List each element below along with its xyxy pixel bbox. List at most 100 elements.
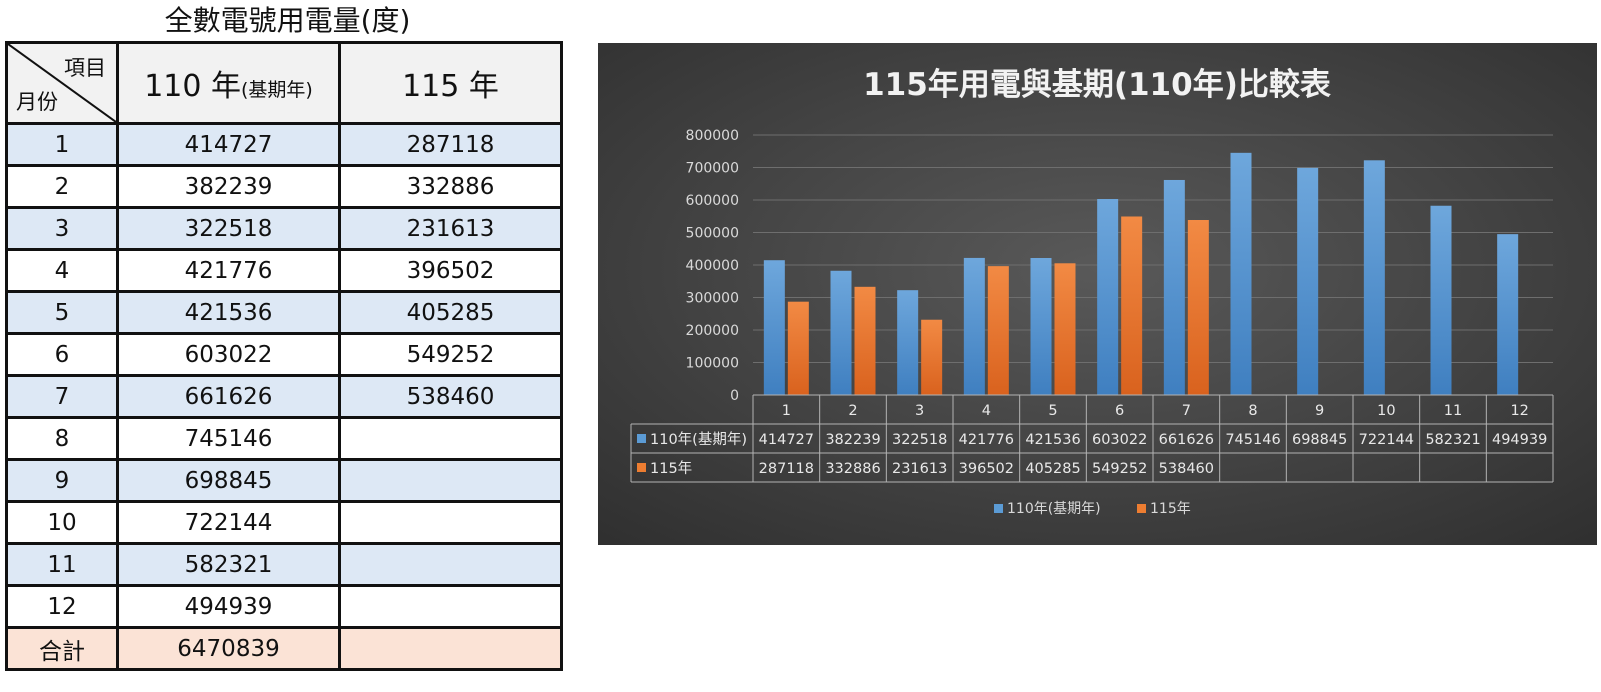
table-row: 12 494939 <box>5 584 563 629</box>
month-cell: 7 <box>5 374 119 419</box>
base-year-header: 110 年(基期年) <box>116 41 341 125</box>
table-body: 1 414727 287118 2 382239 332886 3 322518 231613 4… <box>5 122 563 671</box>
month-cell: 9 <box>5 458 119 503</box>
x-tick-label: 6 <box>1115 403 1124 419</box>
month-cell: 3 <box>5 206 119 251</box>
x-tick-label: 4 <box>982 403 991 419</box>
bar-base-year <box>1097 199 1119 395</box>
chart-title: 115年用電與基期(110年)比較表 <box>863 67 1331 103</box>
bar-base-year <box>963 257 985 395</box>
table-row: 3 322518 231613 <box>5 206 563 251</box>
series-row-label: 115年 <box>650 460 692 477</box>
x-tick-label: 9 <box>1315 403 1324 419</box>
month-cell: 11 <box>5 542 119 587</box>
x-tick-label: 2 <box>848 403 857 419</box>
y-tick-label: 500000 <box>686 226 739 242</box>
table-row: 2 382239 332886 <box>5 164 563 209</box>
table-row: 1 414727 287118 <box>5 122 563 167</box>
total-label-cell: 合計 <box>5 626 119 671</box>
y-tick-label: 200000 <box>686 323 739 339</box>
base-year-sub-label: (基期年) <box>240 79 313 101</box>
data-label: 231613 <box>892 461 947 477</box>
base-year-cell: 582321 <box>116 542 341 587</box>
base-year-cell: 698845 <box>116 458 341 503</box>
base-year-cell: 745146 <box>116 416 341 461</box>
legend: 110年(基期年) 115年 <box>994 500 1191 517</box>
table-row: 5 421536 405285 <box>5 290 563 335</box>
data-label: 549252 <box>1092 461 1147 477</box>
table-row: 4 421776 396502 <box>5 248 563 293</box>
corner-item-label: 項目 <box>64 56 106 80</box>
x-tick-label: 7 <box>1182 403 1191 419</box>
bar-base-year <box>1163 179 1185 395</box>
month-cell: 2 <box>5 164 119 209</box>
x-tick-label: 8 <box>1248 403 1257 419</box>
legend-label: 115年 <box>1150 501 1191 517</box>
diagonal-divider <box>8 44 116 122</box>
data-label: 414727 <box>759 432 814 448</box>
data-label: 332886 <box>825 461 880 477</box>
current-year-cell <box>338 542 563 587</box>
x-tick-label: 11 <box>1444 403 1462 419</box>
data-label: 661626 <box>1159 432 1214 448</box>
series-key-swatch <box>637 434 646 443</box>
base-year-cell: 661626 <box>116 374 341 419</box>
current-year-cell: 538460 <box>338 374 563 419</box>
current-year-cell: 405285 <box>338 290 563 335</box>
current-year-header: 115 年 <box>338 41 563 125</box>
data-label: 421536 <box>1025 432 1080 448</box>
current-year-cell <box>338 500 563 545</box>
bar-current-year <box>987 266 1009 395</box>
bars <box>763 152 1519 395</box>
base-year-cell: 603022 <box>116 332 341 377</box>
data-label: 421776 <box>959 432 1014 448</box>
corner-header-cell: 項目 月份 <box>5 41 119 125</box>
current-year-cell <box>338 458 563 503</box>
month-cell: 5 <box>5 290 119 335</box>
base-year-cell: 322518 <box>116 206 341 251</box>
corner-month-label: 月份 <box>16 90 58 114</box>
x-tick-label: 12 <box>1510 403 1528 419</box>
month-cell: 6 <box>5 332 119 377</box>
month-cell: 1 <box>5 122 119 167</box>
bar-base-year <box>830 270 852 395</box>
table-row: 6 603022 549252 <box>5 332 563 377</box>
y-tick-label: 400000 <box>686 258 739 274</box>
total-current-cell <box>338 626 563 671</box>
bar-current-year <box>1054 263 1076 395</box>
y-tick-label: 100000 <box>686 356 739 372</box>
bar-base-year <box>1497 234 1519 395</box>
base-year-cell: 414727 <box>116 122 341 167</box>
total-base-cell: 6470839 <box>116 626 341 671</box>
usage-table: 項目 月份 110 年(基期年) 115 年 1 414727 287118 2 382… <box>5 41 563 671</box>
data-label: 722144 <box>1359 432 1414 448</box>
current-year-cell <box>338 584 563 629</box>
table-row: 9 698845 <box>5 458 563 503</box>
x-tick-label: 1 <box>782 403 791 419</box>
table-row: 8 745146 <box>5 416 563 461</box>
data-label: 396502 <box>959 461 1014 477</box>
base-year-cell: 421536 <box>116 290 341 335</box>
data-label: 603022 <box>1092 432 1147 448</box>
y-tick-label: 600000 <box>686 193 739 209</box>
data-label: 698845 <box>1292 432 1347 448</box>
base-year-cell: 421776 <box>116 248 341 293</box>
y-tick-label: 0 <box>730 388 739 404</box>
bar-current-year <box>921 319 943 395</box>
bar-base-year <box>1363 160 1385 395</box>
data-label: 322518 <box>892 432 947 448</box>
table-row: 10 722144 <box>5 500 563 545</box>
data-label: 745146 <box>1225 432 1280 448</box>
legend-swatch <box>994 504 1003 513</box>
bar-current-year <box>1121 216 1143 395</box>
bar-base-year <box>1230 152 1252 395</box>
month-cell: 12 <box>5 584 119 629</box>
legend-swatch <box>1137 504 1146 513</box>
base-year-cell: 382239 <box>116 164 341 209</box>
current-year-cell: 549252 <box>338 332 563 377</box>
data-label: 538460 <box>1159 461 1214 477</box>
x-tick-label: 5 <box>1048 403 1057 419</box>
month-cell: 8 <box>5 416 119 461</box>
data-label: 494939 <box>1492 432 1547 448</box>
base-year-cell: 494939 <box>116 584 341 629</box>
